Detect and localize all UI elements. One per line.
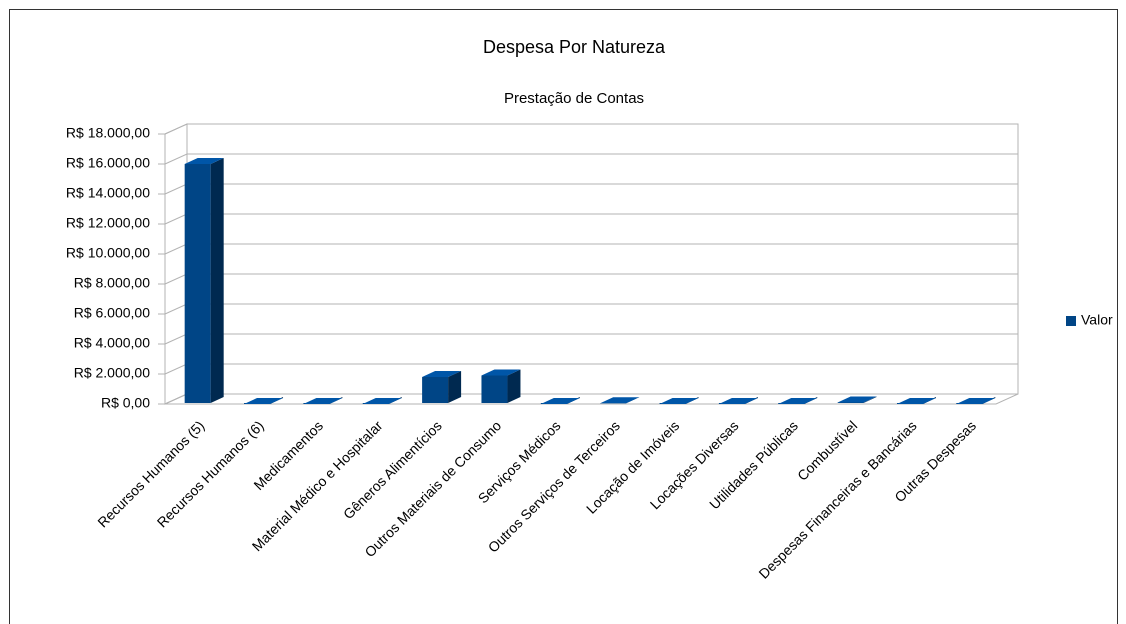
bar-front <box>422 377 449 403</box>
bar-top <box>481 369 521 376</box>
bar-top <box>600 397 640 404</box>
y-tick-label: R$ 8.000,00 <box>74 275 150 291</box>
bar-front <box>184 164 211 403</box>
y-tick-label: R$ 14.000,00 <box>66 185 150 201</box>
y-tick-label: R$ 18.000,00 <box>66 125 150 141</box>
bar-side <box>448 371 462 403</box>
bar-side <box>507 369 521 403</box>
chart-subtitle: Prestação de Contas <box>504 90 644 107</box>
bar-top <box>362 398 402 404</box>
grid-line <box>164 153 1018 165</box>
bar-top <box>896 398 936 404</box>
y-tick-label: R$ 0,00 <box>101 395 150 411</box>
y-tick-label: R$ 2.000,00 <box>74 365 150 381</box>
chart-title: Despesa Por Natureza <box>483 37 666 57</box>
bar-top <box>303 398 343 404</box>
y-tick-label: R$ 4.000,00 <box>74 335 150 351</box>
legend-swatch <box>1066 316 1076 326</box>
bar-top <box>422 371 462 377</box>
side-wall <box>164 123 188 405</box>
grid-line <box>164 123 1018 135</box>
bar-top <box>956 398 996 404</box>
legend-label: Valor <box>1081 312 1113 328</box>
bar-front <box>837 402 864 403</box>
bar-top <box>540 398 580 404</box>
bar-side <box>210 158 224 403</box>
bar-top <box>718 398 758 404</box>
bar-top <box>778 398 818 404</box>
y-tick-label: R$ 16.000,00 <box>66 155 150 171</box>
y-tick-label: R$ 10.000,00 <box>66 245 150 261</box>
bar-front <box>481 375 508 403</box>
bar-top <box>184 158 224 164</box>
bar-top <box>244 398 284 404</box>
floor <box>164 393 1019 405</box>
bar-side <box>863 396 877 403</box>
bar-top <box>837 396 877 403</box>
y-tick-label: R$ 6.000,00 <box>74 305 150 321</box>
bar-top <box>659 398 699 404</box>
y-tick-label: R$ 12.000,00 <box>66 215 150 231</box>
